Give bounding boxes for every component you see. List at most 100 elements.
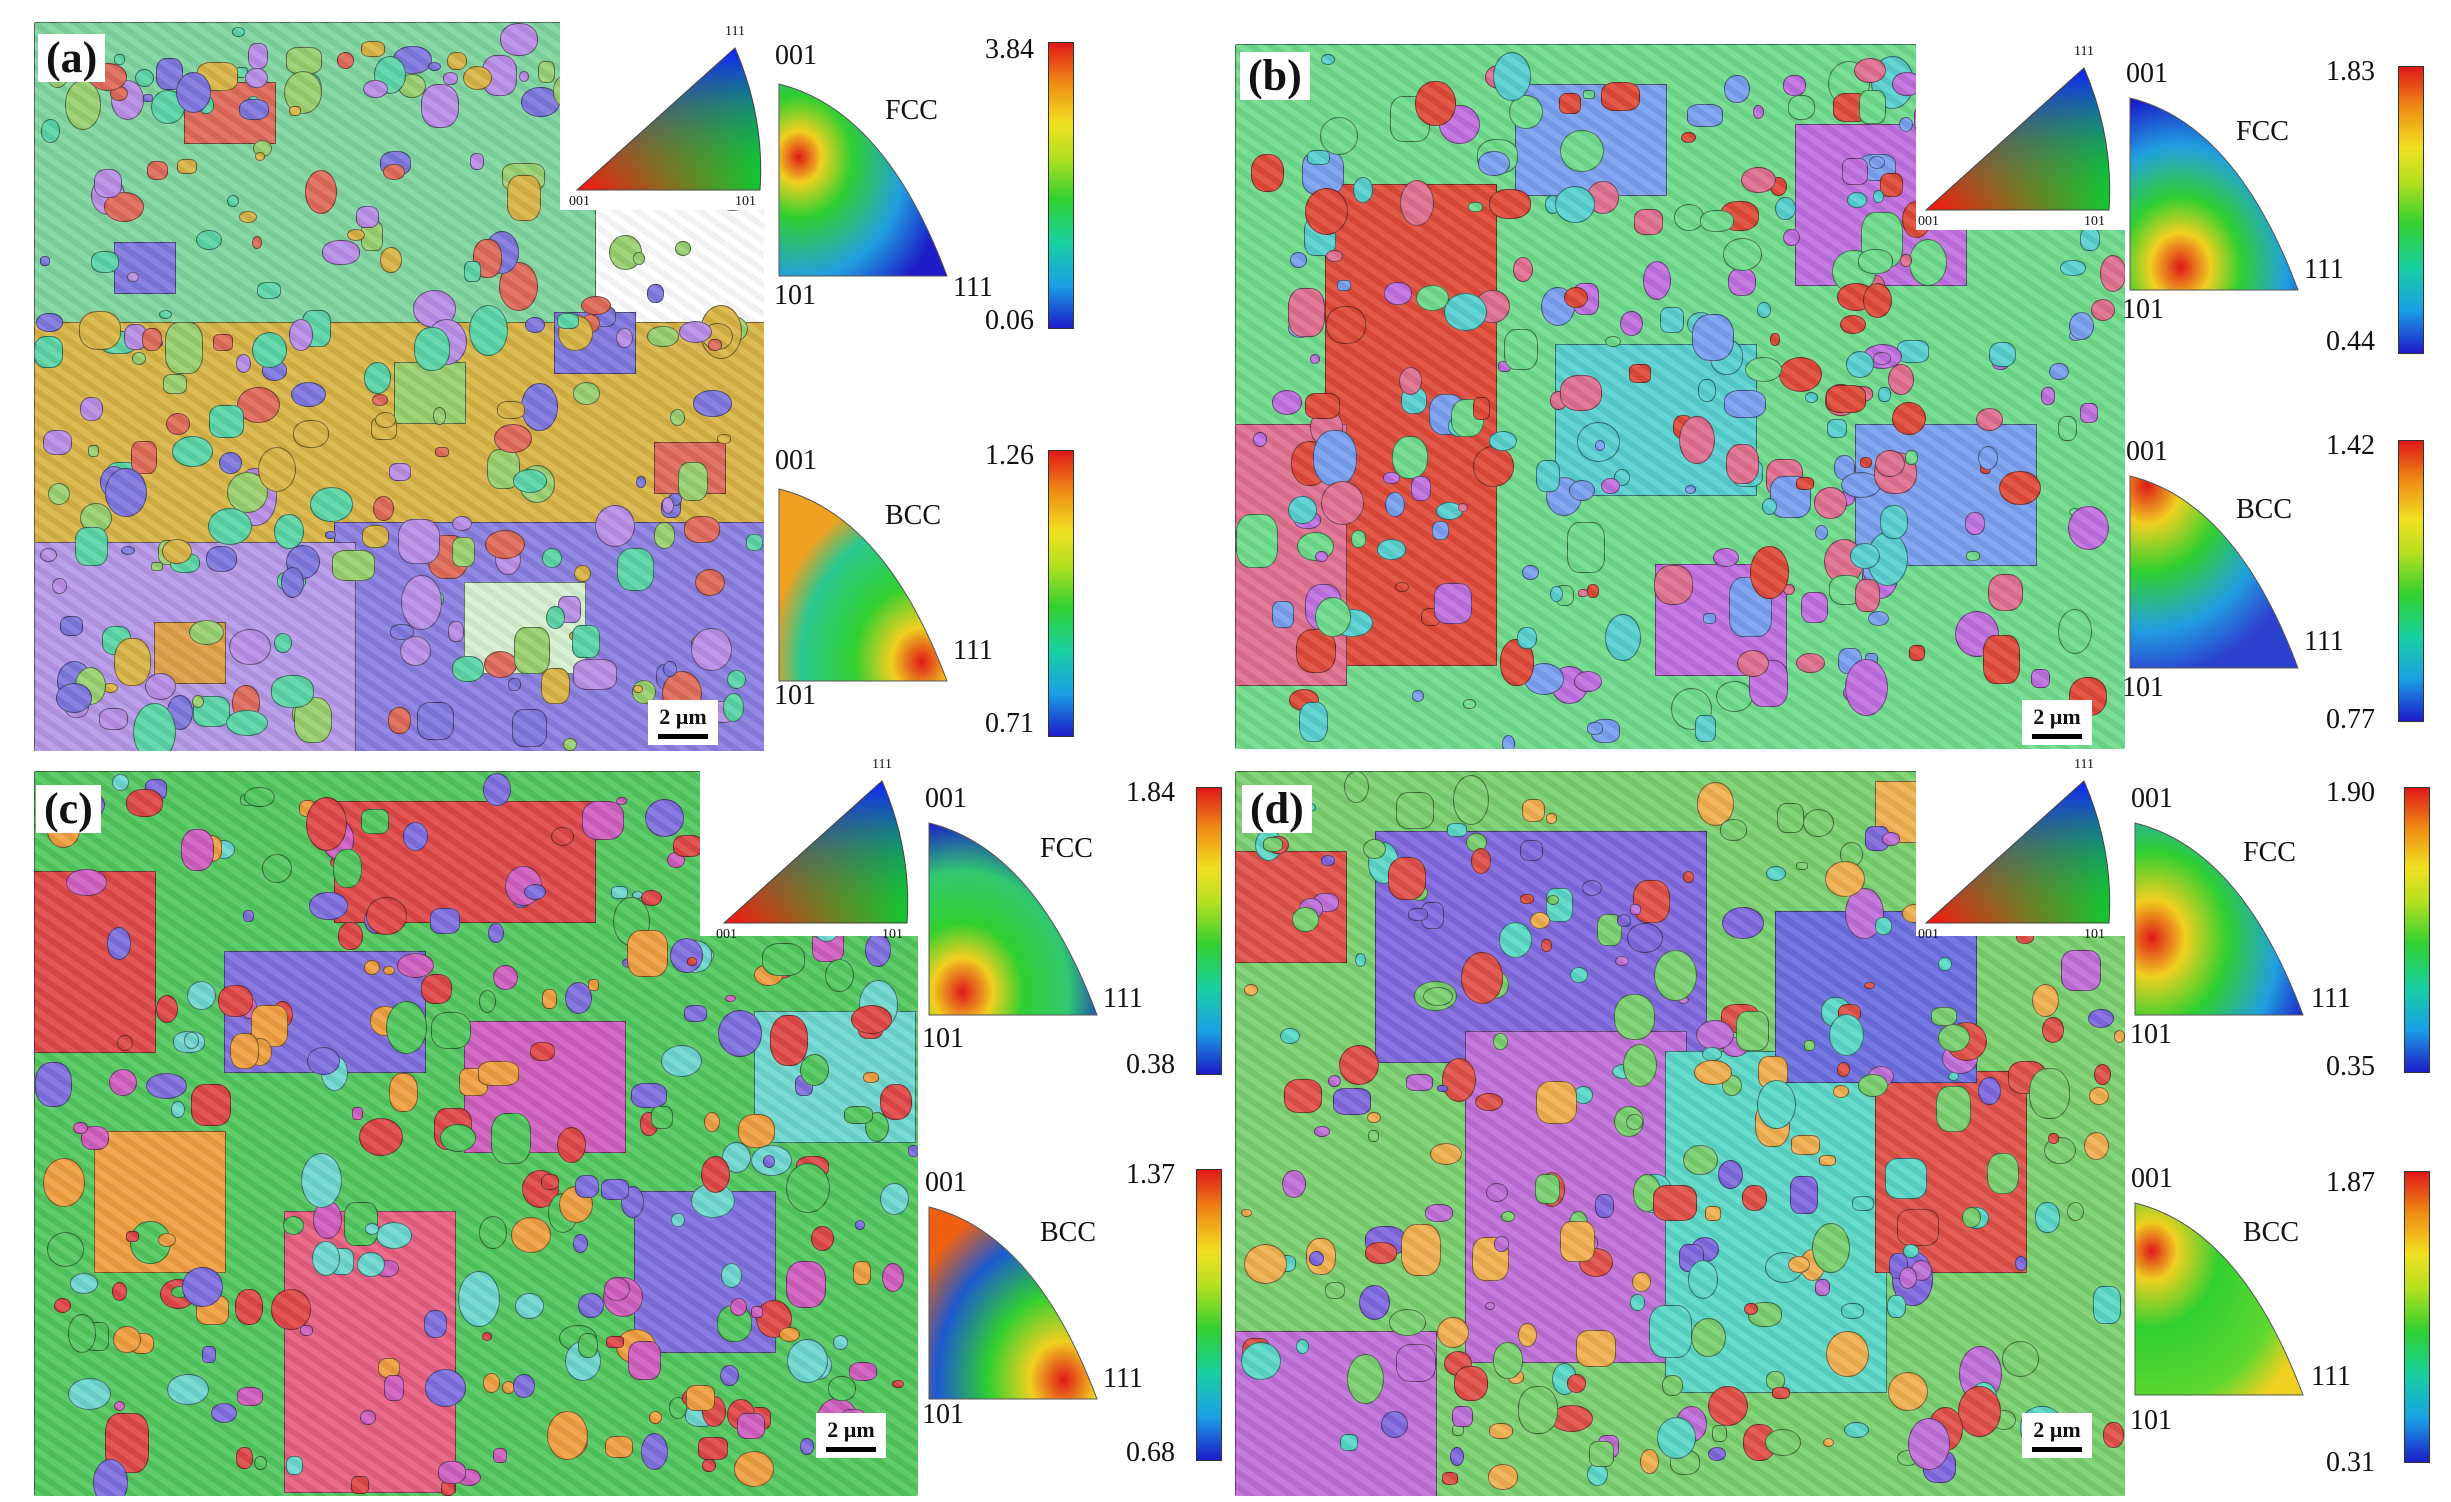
colorbar (2404, 1171, 2430, 1463)
grain (64, 80, 102, 130)
grain (2099, 255, 2125, 292)
bcc-ipf: 001 111 BCC (2131, 1163, 2351, 1433)
grain (1604, 336, 1621, 348)
grain (2060, 259, 2087, 277)
grain (716, 434, 731, 444)
orientation-color-key: 111 001 101 (569, 24, 775, 209)
grain (400, 636, 431, 667)
grain (232, 26, 245, 37)
grain (1457, 503, 1469, 513)
ipf-pole-001: 001 (2126, 58, 2168, 89)
grain (1489, 431, 1517, 451)
ipf-pole-101: 101 (2130, 1405, 2172, 1436)
ipf-pole-101: 101 (774, 680, 816, 711)
grain (1252, 431, 1268, 447)
grain (1999, 471, 2041, 506)
grain (1504, 328, 1538, 370)
grain (571, 624, 600, 659)
grain (1350, 530, 1366, 548)
grain (1846, 191, 1868, 208)
grain (506, 174, 542, 222)
colorbar-min: 0.06 (985, 305, 1034, 336)
bcc-ipf: 001 111 BCC (775, 445, 993, 715)
grain (1891, 401, 1926, 436)
grain (1288, 495, 1318, 525)
fcc-ipf: 001 111 FCC (2131, 783, 2351, 1053)
ipf-pole-001: 001 (925, 1167, 967, 1198)
ipf-triangle (778, 488, 948, 682)
grain (434, 446, 449, 457)
grain (1251, 154, 1285, 192)
grain (1863, 282, 1893, 318)
grain (236, 386, 280, 424)
grain (496, 401, 526, 420)
grain (289, 105, 301, 117)
grain (134, 68, 155, 88)
panel-label: (b) (1240, 52, 1310, 100)
grain (512, 469, 548, 493)
grain (521, 383, 559, 431)
grain (573, 658, 617, 690)
grain (1489, 189, 1531, 220)
grain (55, 682, 93, 714)
grain (120, 545, 135, 556)
grain (1769, 332, 1781, 346)
grain (1988, 574, 2024, 612)
grain (615, 327, 634, 349)
grain (375, 412, 397, 429)
grain (2068, 505, 2109, 550)
grain (324, 531, 337, 540)
grain (1745, 356, 1783, 382)
ipf-pole-001: 001 (775, 445, 817, 476)
grain (674, 241, 691, 256)
grain (273, 513, 304, 550)
grain (1964, 512, 1986, 536)
grain (1642, 261, 1671, 300)
grain (288, 318, 314, 351)
grain (1867, 610, 1890, 626)
grain (464, 260, 481, 282)
key-pole-001: 001 (716, 927, 737, 942)
grain (2057, 608, 2093, 655)
colorbar (2398, 66, 2424, 354)
grain (144, 673, 176, 700)
grain (401, 574, 443, 631)
grain (1700, 209, 1734, 233)
grain (1512, 257, 1533, 283)
grain (1687, 104, 1724, 128)
grain (150, 562, 163, 571)
panel-label: (c) (36, 785, 101, 833)
ipf-pole-101: 101 (922, 1399, 964, 1430)
scale-bar: 2 µm (648, 700, 718, 745)
grain (59, 616, 83, 636)
grain (41, 119, 61, 143)
grain (162, 539, 193, 565)
grain (413, 327, 451, 372)
grain (159, 309, 172, 319)
grain (541, 668, 570, 704)
grain (1468, 201, 1483, 212)
ipf-pole-001: 001 (2131, 783, 2173, 814)
panel-d: (d) 2 µm 111 001 101 001 111 FCC 101 1.9… (1226, 751, 2451, 1502)
colorbar (1196, 1169, 1222, 1461)
grain (35, 313, 63, 333)
key-pole-101: 101 (2084, 927, 2105, 942)
grain (1573, 671, 1602, 692)
grain (238, 211, 258, 223)
grain (1908, 645, 1925, 662)
grain (420, 84, 460, 129)
grain (212, 334, 233, 351)
grain (1501, 734, 1516, 749)
grain (270, 675, 314, 708)
grain (646, 283, 664, 303)
grain (226, 709, 268, 736)
grain (99, 708, 129, 731)
grain (80, 397, 103, 422)
grain (1859, 90, 1886, 125)
grain (219, 452, 242, 475)
colorbar-min: 0.35 (2326, 1051, 2375, 1082)
grain (1472, 446, 1515, 487)
grain (1723, 74, 1750, 104)
grain (251, 236, 262, 250)
grain (245, 67, 268, 89)
